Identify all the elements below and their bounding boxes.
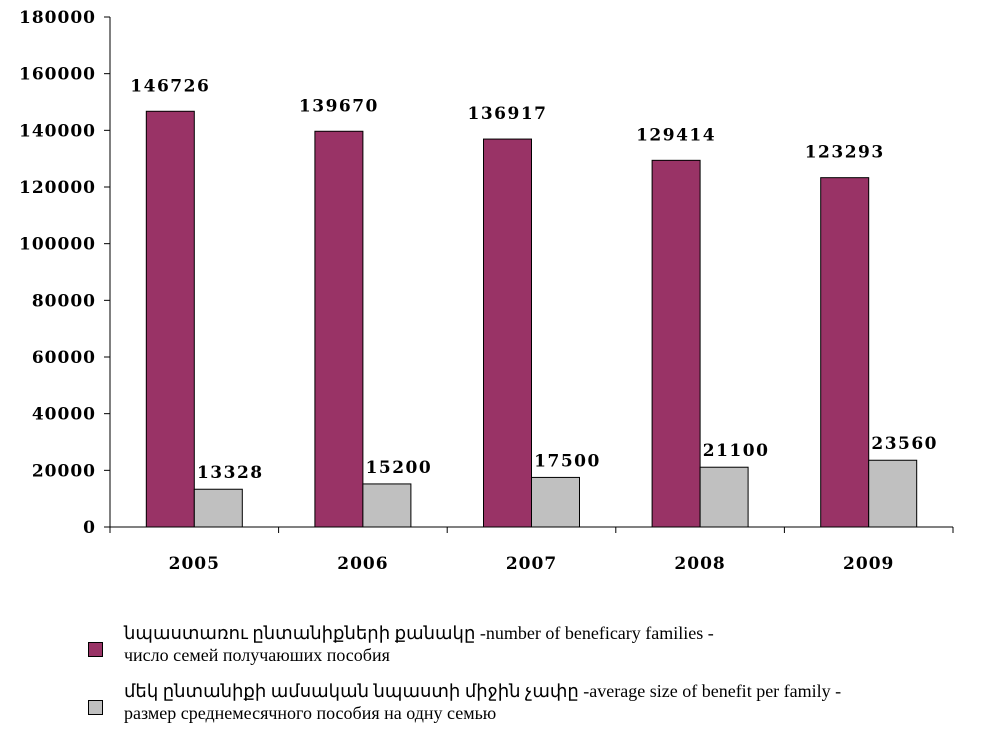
data-label-series2-2005: 13328 bbox=[197, 463, 264, 483]
data-label-series1-2006: 139670 bbox=[299, 96, 379, 116]
data-label-series1-2007: 136917 bbox=[468, 104, 548, 124]
bar-series2-2006 bbox=[362, 483, 412, 528]
data-label-series1-2005: 146726 bbox=[130, 76, 210, 96]
bar-series1-2006 bbox=[314, 130, 364, 528]
bar-series2-2007 bbox=[531, 476, 580, 528]
y-tick-label-8: 160000 bbox=[19, 65, 96, 85]
y-tick-label-1: 20000 bbox=[32, 461, 96, 481]
bar-series2-2009 bbox=[868, 459, 918, 528]
legend-swatch-benefit bbox=[88, 700, 103, 715]
x-tick-label-2005: 2005 bbox=[169, 554, 220, 574]
axes bbox=[109, 17, 953, 528]
data-label-series1-2009: 123293 bbox=[805, 143, 885, 163]
y-tick-label-2: 40000 bbox=[32, 405, 96, 425]
legend-item-families: նպաստառու ընտանիքների քանակը -number of … bbox=[88, 622, 978, 666]
legend-item-benefit: մեկ ընտանիքի ամսական նպաստի միջին չափը -… bbox=[88, 680, 978, 724]
y-tick-label-0: 0 bbox=[83, 518, 96, 538]
data-label-series1-2008: 129414 bbox=[636, 125, 716, 145]
bar-series2-2008 bbox=[699, 466, 749, 528]
x-tick-label-2006: 2006 bbox=[337, 554, 388, 574]
data-label-series2-2006: 15200 bbox=[366, 458, 433, 478]
legend-label-families-line2: число семей получаюших пособия bbox=[124, 645, 390, 665]
data-label-series2-2007: 17500 bbox=[534, 451, 601, 471]
legend-label-families-line1: նպաստառու ընտանիքների քանակը -number of … bbox=[124, 623, 714, 643]
y-tick-label-4: 80000 bbox=[32, 291, 96, 311]
legend-label-benefit-line1: մեկ ընտանիքի ամսական նպաստի միջին չափը -… bbox=[124, 681, 842, 701]
legend: նպաստառու ընտանիքների քանակը -number of … bbox=[88, 622, 978, 738]
legend-swatch-families bbox=[88, 642, 103, 657]
legend-label-benefit-line2: размер среднемесячного пособия на одну с… bbox=[124, 703, 497, 723]
data-labels: 146726 139670 136917 129414 123293 13328 15200… bbox=[130, 76, 938, 483]
bar-series2-2005 bbox=[193, 488, 243, 528]
bar-series1-2005 bbox=[145, 110, 195, 528]
y-tick-label-6: 120000 bbox=[19, 178, 96, 198]
bar-series1-2007 bbox=[483, 138, 532, 528]
y-tick-label-9: 180000 bbox=[19, 8, 96, 28]
bar-chart: 0 20000 40000 60000 80000 100000 120000 140000 1… bbox=[19, 8, 954, 574]
data-label-series2-2008: 21100 bbox=[703, 441, 770, 461]
data-label-series2-2009: 23560 bbox=[871, 434, 938, 454]
y-tick-label-3: 60000 bbox=[32, 348, 96, 368]
bar-series1-2008 bbox=[651, 159, 701, 528]
y-tick-label-5: 100000 bbox=[19, 235, 96, 255]
y-tick-label-7: 140000 bbox=[19, 121, 96, 141]
y-axis-ticks: 0 20000 40000 60000 80000 100000 120000 140000 1… bbox=[19, 8, 110, 538]
x-tick-label-2009: 2009 bbox=[843, 554, 894, 574]
x-tick-label-2008: 2008 bbox=[674, 554, 725, 574]
x-tick-label-2007: 2007 bbox=[506, 554, 557, 574]
x-axis-ticks: 2005 2006 2007 2008 2009 bbox=[109, 527, 954, 574]
bar-series1-2009 bbox=[820, 177, 870, 528]
